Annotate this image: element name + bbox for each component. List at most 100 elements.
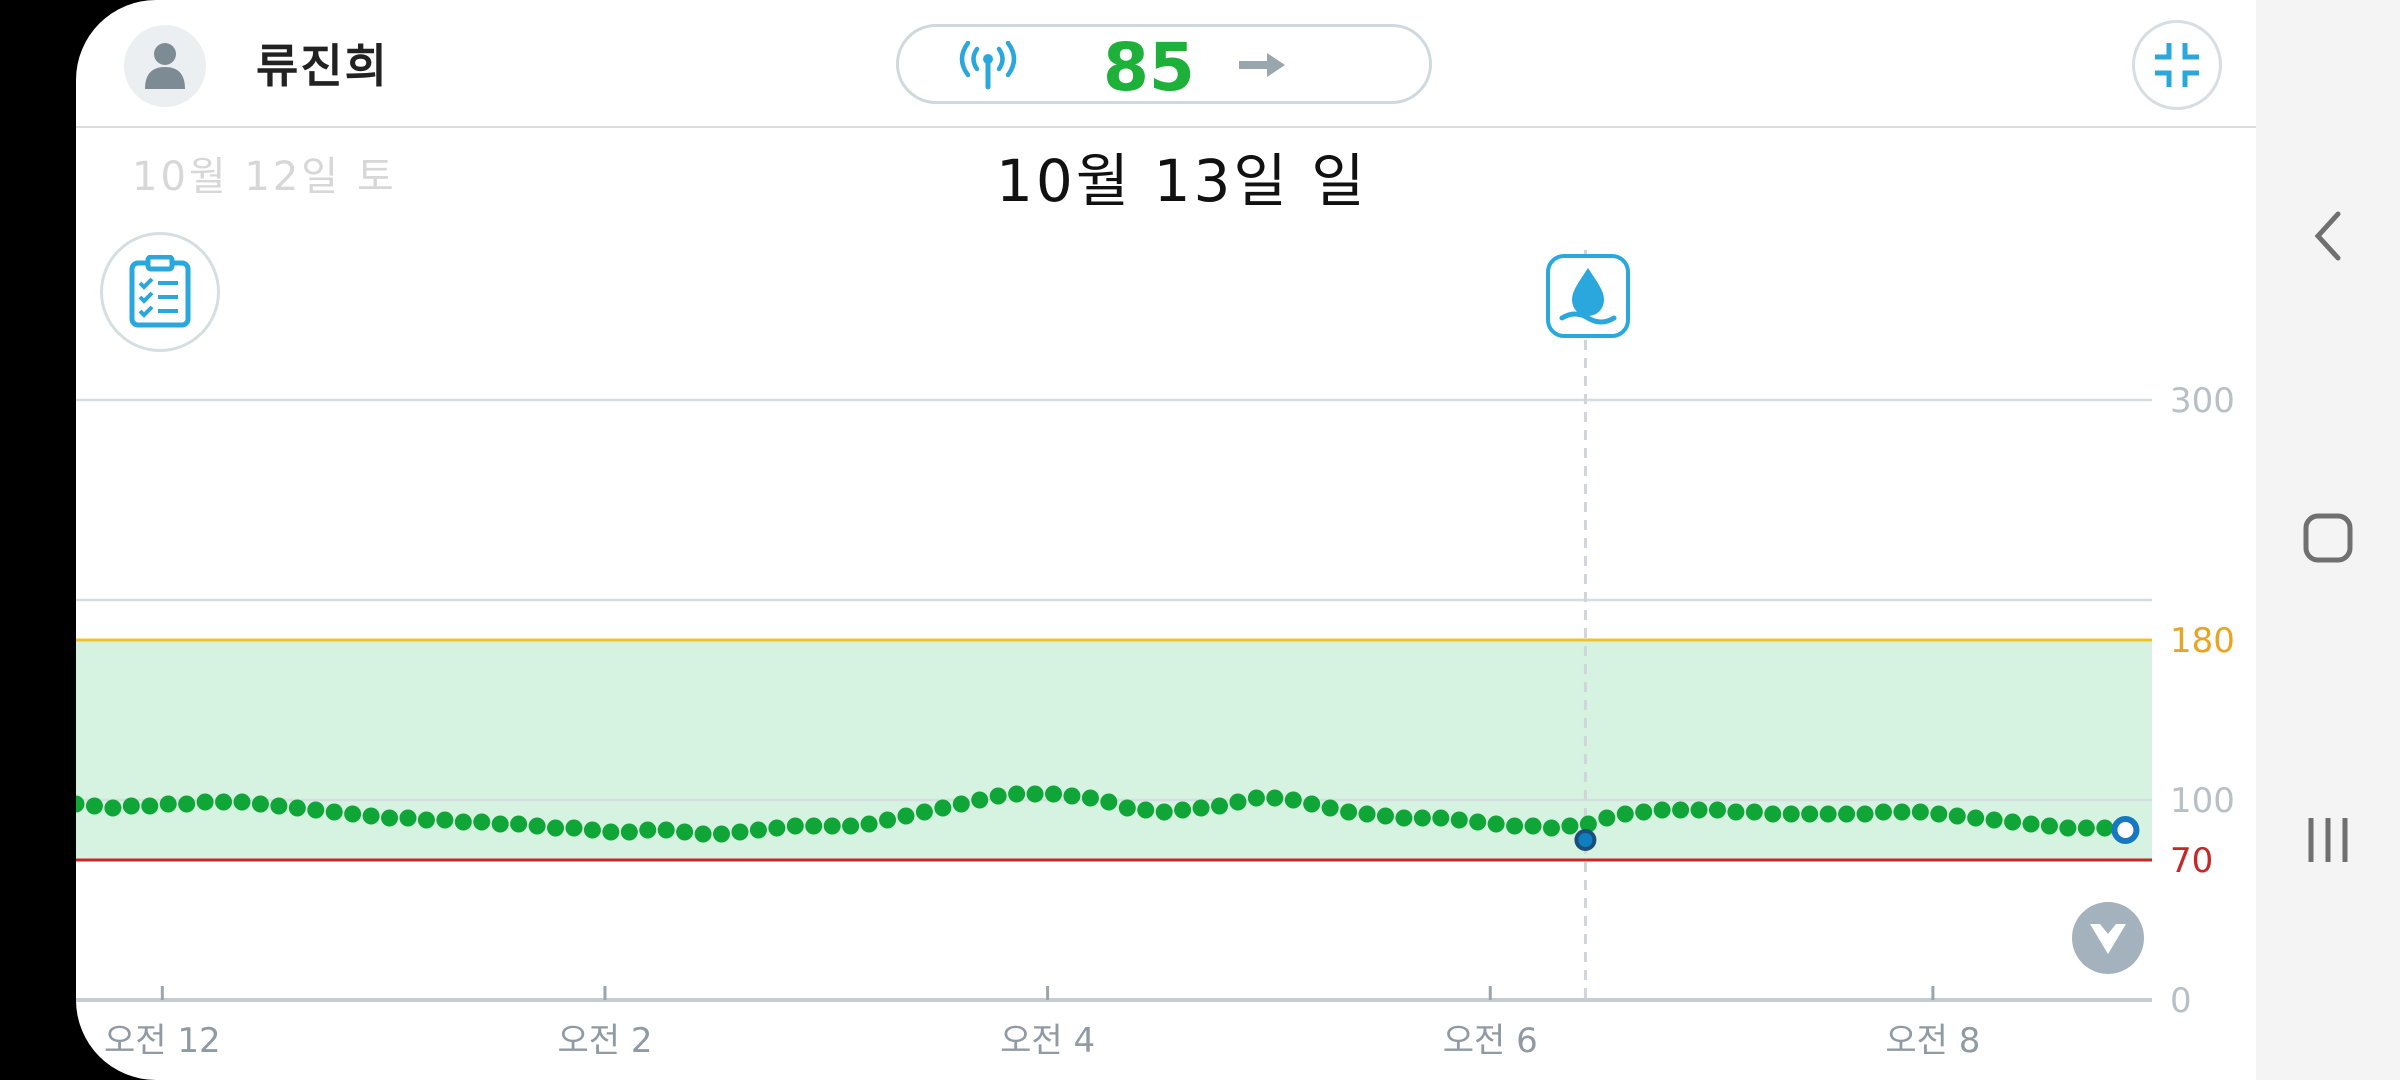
glucose-point [547, 819, 565, 837]
glucose-point [1340, 803, 1358, 821]
glucose-point [1967, 809, 1985, 827]
glucose-point [1081, 789, 1099, 807]
glucose-point [1118, 799, 1136, 817]
glucose-point [178, 795, 196, 813]
glucose-point [1469, 813, 1487, 831]
user-name: 류진희 [256, 39, 389, 93]
collapse-icon [2155, 43, 2199, 87]
glucose-point [602, 823, 620, 841]
glucose-point [1487, 815, 1505, 833]
glucose-point [491, 815, 509, 833]
recent-apps-icon [2308, 818, 2348, 862]
glucose-point [76, 795, 85, 813]
glucose-point [2077, 819, 2095, 837]
avatar[interactable] [124, 25, 206, 107]
current-glucose-pill[interactable]: 85 [896, 24, 1432, 106]
glucose-point [2096, 819, 2114, 837]
glucose-point [417, 811, 435, 829]
x-tick-label: 오전 6 [1443, 1021, 1538, 1061]
glucose-point [768, 819, 786, 837]
glucose-point [1045, 785, 1063, 803]
x-tick-label: 오전 4 [1000, 1021, 1095, 1061]
glucose-point [270, 797, 288, 815]
glucose-point [436, 811, 454, 829]
glucose-point [749, 821, 767, 839]
y-axis-labels: 0 70 100 180 300 [2170, 381, 2235, 1021]
glucose-point [1395, 809, 1413, 827]
nav-recent-apps-button[interactable] [2256, 780, 2400, 900]
glucose-point [823, 817, 841, 835]
glucose-point [381, 809, 399, 827]
glucose-point [1874, 803, 1892, 821]
glucose-point [85, 797, 103, 815]
event-point[interactable] [1574, 829, 1597, 851]
glucose-point [1376, 807, 1394, 825]
glucose-point [1063, 787, 1081, 805]
glucose-point [786, 817, 804, 835]
glucose-point [2059, 819, 2077, 837]
glucose-point [1155, 803, 1173, 821]
collapse-view-button[interactable] [2132, 20, 2222, 110]
glucose-point [233, 793, 251, 811]
chevron-down-icon [2090, 924, 2126, 954]
latest-reading-point[interactable] [2111, 816, 2140, 844]
target-range-band [76, 640, 2152, 860]
glucose-chart: 오전 12 오전 2 오전 4 오전 6 오전 8 0 70 100 180 300 [76, 250, 2235, 1061]
glucose-point [952, 795, 970, 813]
glucose-point [934, 799, 952, 817]
glucose-point [1542, 819, 1560, 837]
scroll-to-latest-button[interactable] [2072, 902, 2144, 974]
glucose-point [1413, 809, 1431, 827]
glucose-point [1229, 793, 1247, 811]
glucose-point [1579, 815, 1597, 833]
glucose-point [842, 817, 860, 835]
glucose-point [657, 821, 675, 839]
x-axis-ticks: 오전 12 오전 2 오전 4 오전 6 오전 8 [104, 986, 1980, 1061]
logbook-button[interactable] [100, 232, 220, 352]
glucose-point [1100, 793, 1118, 811]
glucose-point [362, 807, 380, 825]
glucose-point [1321, 799, 1339, 817]
glucose-point [1247, 789, 1265, 807]
glucose-point [104, 799, 122, 817]
glucose-point [1708, 801, 1726, 819]
glucose-point [1948, 807, 1966, 825]
glucose-point [141, 797, 159, 815]
glucose-point [1524, 817, 1542, 835]
glucose-point [1174, 801, 1192, 819]
glucose-point [1764, 805, 1782, 823]
y-tick-label: 180 [2170, 621, 2235, 661]
current-date-label: 10월 13일 일 [996, 147, 1368, 215]
nav-back-button[interactable] [2256, 176, 2400, 296]
y-tick-label: 70 [2170, 841, 2213, 881]
clipboard-checklist-icon [129, 255, 191, 328]
glucose-point [805, 817, 823, 835]
glucose-point [473, 813, 491, 831]
glucose-point [1985, 811, 2003, 829]
person-icon [145, 43, 185, 89]
glucose-point [713, 825, 731, 843]
glucose-point [1432, 809, 1450, 827]
glucose-points [76, 785, 2114, 843]
glucose-point [1801, 805, 1819, 823]
system-navigation-bar [2256, 0, 2400, 1080]
back-icon [2314, 211, 2341, 261]
y-tick-label: 300 [2170, 381, 2235, 421]
glucose-point [565, 819, 583, 837]
glucose-point [639, 821, 657, 839]
glucose-point [1210, 797, 1228, 815]
glucose-point [860, 815, 878, 833]
water-drop-icon[interactable] [1546, 254, 1630, 338]
glucose-point [971, 791, 989, 809]
glucose-point [2004, 813, 2022, 831]
glucose-point [620, 823, 638, 841]
glucose-point [1358, 805, 1376, 823]
glucose-point [1192, 799, 1210, 817]
nav-home-button[interactable] [2256, 478, 2400, 598]
previous-date-label[interactable]: 10월 12일 토 [132, 154, 397, 200]
glucose-point [1672, 801, 1690, 819]
glucose-point [897, 807, 915, 825]
glucose-point [1450, 811, 1468, 829]
glucose-point [879, 811, 897, 829]
glucose-point [1284, 791, 1302, 809]
